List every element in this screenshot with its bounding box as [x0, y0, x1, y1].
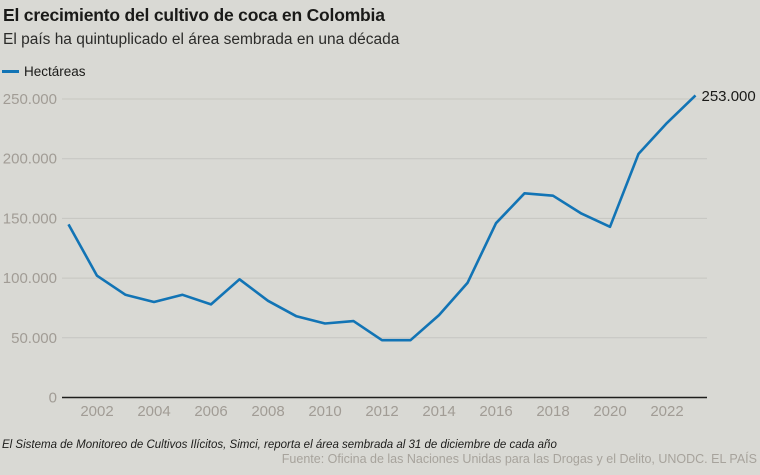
x-tick-label: 2010 — [308, 403, 341, 420]
chart-title: El crecimiento del cultivo de coca en Co… — [3, 5, 385, 25]
y-tick-label: 100.000 — [3, 270, 57, 287]
x-tick-label: 2018 — [536, 403, 569, 420]
end-value-label: 253.000 — [702, 88, 756, 105]
footnote: El Sistema de Monitoreo de Cultivos Ilíc… — [2, 439, 557, 451]
x-tick-label: 2020 — [593, 403, 626, 420]
y-tick-label: 200.000 — [3, 151, 57, 168]
y-tick-label: 250.000 — [3, 91, 57, 108]
y-tick-label: 150.000 — [3, 210, 57, 227]
x-tick-label: 2006 — [194, 403, 227, 420]
x-tick-label: 2016 — [479, 403, 512, 420]
x-tick-label: 2014 — [422, 403, 455, 420]
legend: Hectáreas — [2, 64, 86, 79]
source-credit: Fuente: Oficina de las Naciones Unidas p… — [281, 452, 757, 466]
y-tick-label: 0 — [49, 390, 57, 407]
y-tick-label: 50.000 — [11, 330, 57, 347]
x-tick-label: 2022 — [650, 403, 683, 420]
legend-label: Hectáreas — [24, 64, 86, 79]
legend-line-icon — [2, 70, 19, 73]
x-tick-label: 2002 — [80, 403, 113, 420]
x-tick-label: 2012 — [365, 403, 398, 420]
x-tick-label: 2008 — [251, 403, 284, 420]
chart-subtitle: El país ha quintuplicado el área sembrad… — [3, 31, 400, 48]
x-tick-label: 2004 — [137, 403, 170, 420]
data-line-hectareas — [67, 94, 697, 342]
